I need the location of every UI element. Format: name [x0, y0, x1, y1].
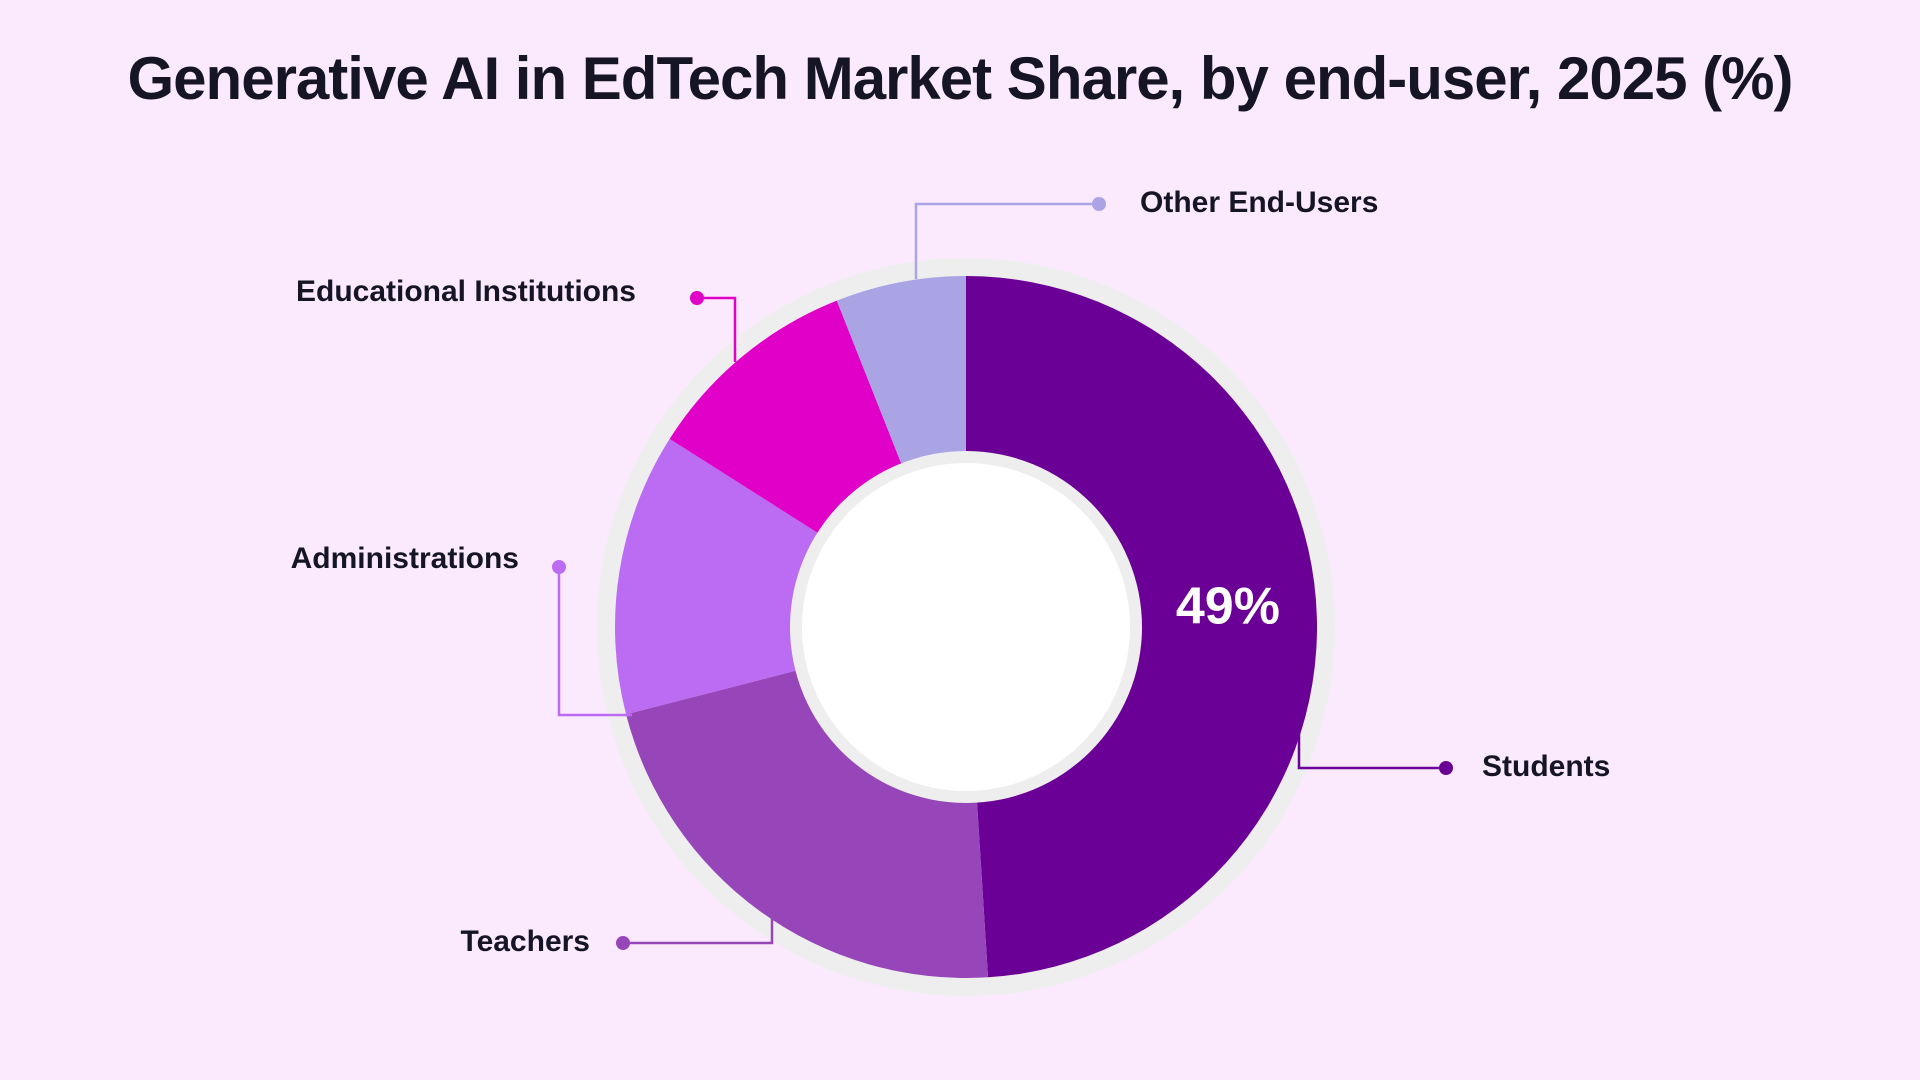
leader-dot-educational-institutions	[690, 291, 704, 305]
category-label-administrations: Administrations	[291, 542, 519, 575]
category-label-educational-institutions: Educational Institutions	[296, 275, 636, 308]
leader-line-students	[1297, 733, 1446, 770]
leader-line-administrations	[557, 567, 632, 717]
leader-dot-teachers	[616, 936, 630, 950]
slice-teachers	[626, 667, 989, 979]
leader-dot-other-end-users	[1092, 197, 1106, 211]
leader-dot-students	[1439, 761, 1453, 775]
leader-dot-administrations	[552, 560, 566, 574]
data-labels: 49%	[1176, 577, 1280, 635]
chart-title: Generative AI in EdTech Market Share, by…	[127, 45, 1794, 112]
category-label-students: Students	[1482, 750, 1610, 783]
leader-line-educational-institutions	[697, 296, 737, 362]
slice-administrations	[615, 438, 828, 715]
leader-line-teachers	[623, 915, 774, 945]
data-label-students: 49%	[1176, 577, 1280, 635]
leader-line-other-end-users	[914, 202, 1099, 279]
slice-other-end-users	[836, 276, 966, 475]
callout-labels: Students Teachers Administrations Education…	[291, 186, 1611, 958]
category-label-teachers: Teachers	[460, 925, 590, 958]
category-label-other-end-users: Other End-Users	[1140, 186, 1378, 219]
slice-educational-institutions	[669, 300, 906, 540]
donut-center	[802, 463, 1130, 791]
